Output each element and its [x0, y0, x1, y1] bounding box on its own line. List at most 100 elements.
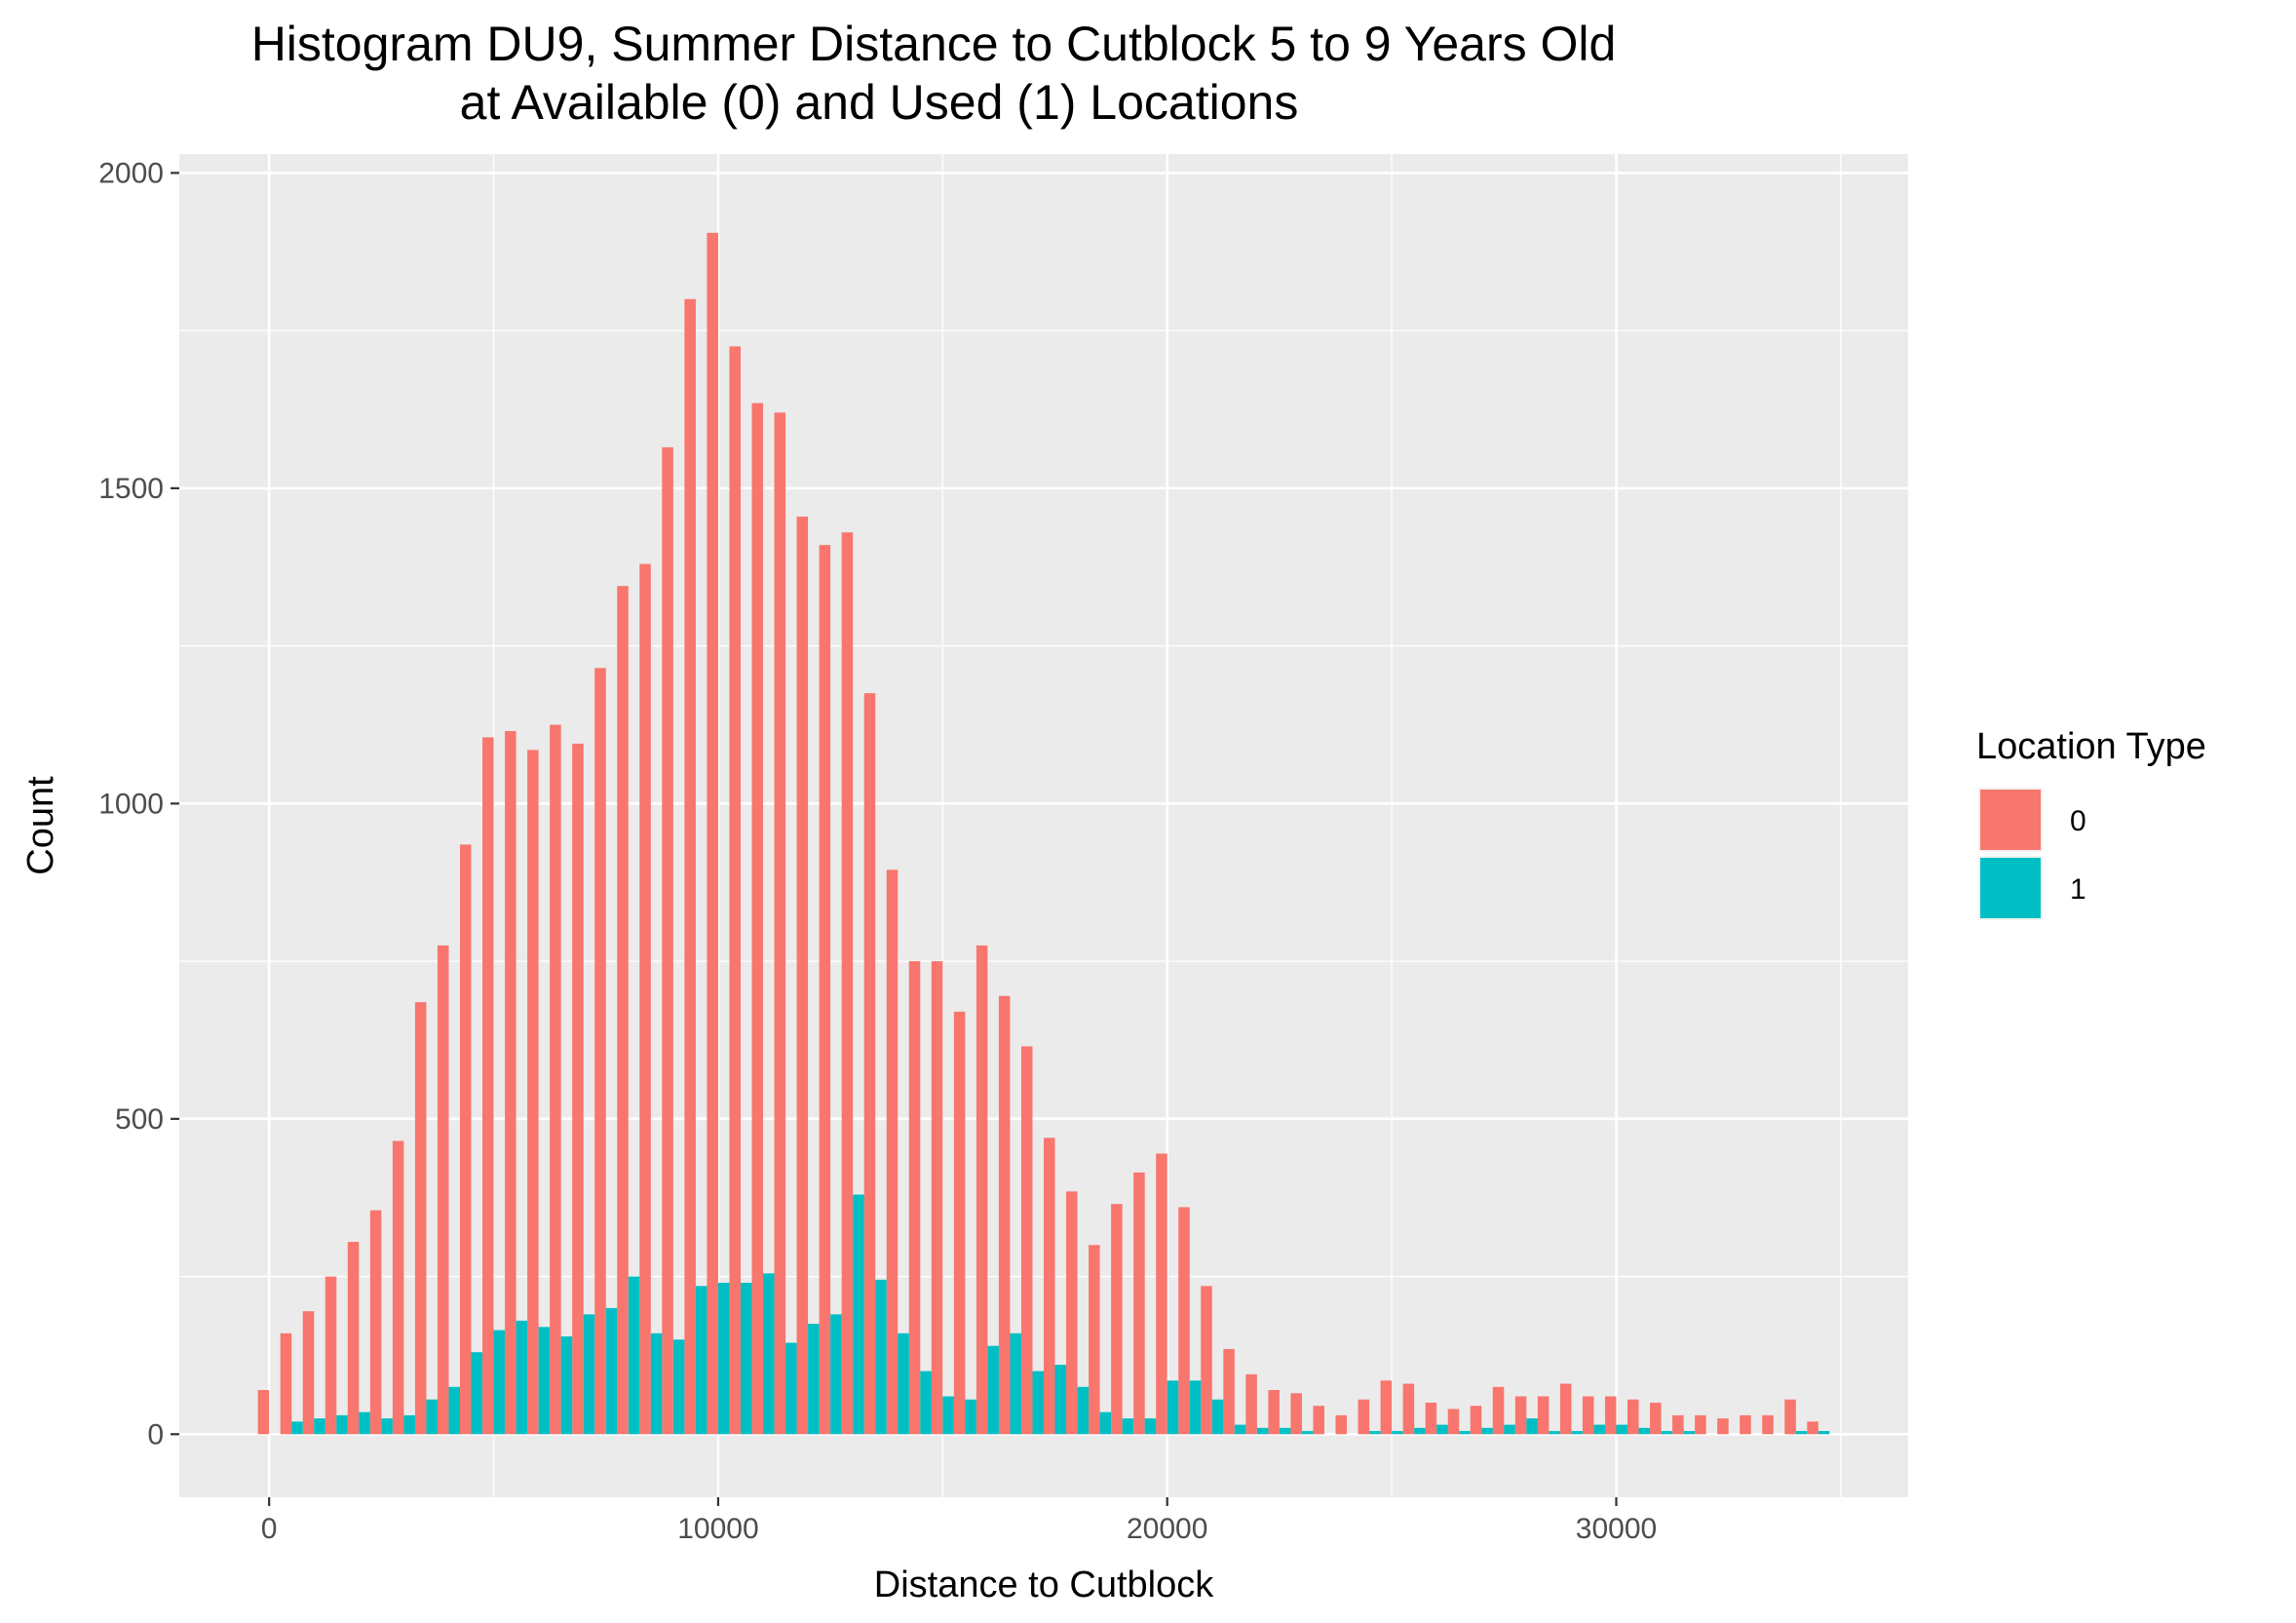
bar-series-0: [639, 563, 651, 1435]
bar-series-1: [1504, 1424, 1515, 1435]
bar-series-0: [1335, 1414, 1348, 1435]
x-axis: 0 10000 20000 30000: [261, 1497, 1657, 1545]
bar-series-1: [1549, 1431, 1560, 1435]
bar-series-0: [1807, 1421, 1818, 1435]
bar-series-0: [1089, 1245, 1100, 1435]
bar-series-1: [898, 1333, 909, 1435]
bar-series-1: [1459, 1431, 1471, 1435]
bar-series-1: [1279, 1427, 1291, 1435]
bar-series-0: [1582, 1396, 1594, 1435]
bar-series-1: [1616, 1424, 1628, 1435]
bar-series-1: [493, 1330, 506, 1435]
bar-series-0: [1559, 1383, 1572, 1435]
bar-series-1: [717, 1283, 730, 1435]
bar-series-0: [1402, 1383, 1415, 1435]
legend: Location Type 0 1: [1976, 726, 2206, 920]
bar-series-0: [1470, 1406, 1482, 1435]
bar-series-0: [414, 1002, 427, 1435]
bar-series-0: [527, 750, 539, 1435]
bar-series-1: [1167, 1380, 1179, 1435]
bar-series-0: [594, 668, 606, 1435]
y-axis-title: Count: [20, 776, 61, 875]
bar-series-0: [1762, 1414, 1774, 1435]
bar-series-1: [403, 1414, 415, 1435]
chart-subtitle: at Available (0) and Used (1) Locations: [460, 75, 1299, 130]
bar-series-0: [1604, 1396, 1617, 1435]
bar-series-0: [998, 995, 1011, 1435]
bar-series-0: [1044, 1138, 1055, 1435]
bar-series-0: [1156, 1153, 1167, 1435]
y-tick-label: 1000: [98, 788, 164, 820]
bar-series-1: [426, 1399, 438, 1435]
bar-series-1: [1414, 1427, 1426, 1435]
bar-series-0: [1290, 1393, 1302, 1435]
bar-series-1: [359, 1411, 370, 1435]
bar-series-0: [886, 869, 899, 1435]
bar-series-0: [1650, 1402, 1662, 1435]
bar-series-0: [1627, 1399, 1639, 1435]
bar-series-0: [684, 298, 696, 1435]
bar-series-0: [774, 412, 786, 1435]
bar-series-0: [1313, 1406, 1324, 1435]
x-tick-label: 10000: [677, 1513, 758, 1545]
bar-series-1: [942, 1396, 954, 1435]
bar-series-1: [875, 1279, 887, 1435]
bar-series-0: [280, 1333, 292, 1435]
bar-series-0: [505, 730, 517, 1435]
bar-series-1: [336, 1414, 348, 1435]
bar-series-1: [291, 1421, 303, 1435]
bar-series-0: [347, 1241, 360, 1435]
bar-series-1: [1571, 1431, 1583, 1435]
bar-series-1: [1683, 1431, 1696, 1435]
y-tick-label: 1500: [98, 473, 164, 505]
bar-series-1: [448, 1386, 460, 1435]
legend-label-0: 0: [2070, 805, 2086, 837]
bar-series-0: [1492, 1386, 1505, 1435]
minor-gridlines: [179, 154, 1908, 1497]
bar-series-0: [369, 1210, 382, 1435]
bar-series-0: [976, 945, 988, 1435]
bar-series-1: [1818, 1431, 1830, 1435]
bar-series-1: [695, 1286, 708, 1435]
bar-series-1: [1392, 1431, 1403, 1435]
bar-series-0: [1514, 1396, 1527, 1435]
bar-series-1: [650, 1333, 663, 1435]
bar-series-1: [1593, 1424, 1605, 1435]
bar-series-0: [392, 1140, 404, 1435]
bar-series-0: [1111, 1204, 1123, 1435]
bar-series-1: [538, 1327, 551, 1435]
bar-series-1: [1077, 1386, 1090, 1435]
bar-series-1: [830, 1314, 842, 1435]
bar-series-1: [965, 1399, 976, 1435]
bar-series-1: [1369, 1431, 1381, 1435]
bar-series-1: [920, 1371, 932, 1435]
bar-series-1: [628, 1276, 640, 1435]
bar-series-1: [808, 1324, 820, 1435]
bar-series-1: [560, 1336, 573, 1435]
bar-series-0: [302, 1311, 315, 1435]
bar-series-1: [1481, 1427, 1493, 1435]
legend-swatch-1: [1980, 858, 2041, 918]
bar-series-0: [1695, 1414, 1706, 1435]
bar-series-0: [617, 586, 629, 1435]
y-tick-label: 0: [147, 1418, 164, 1450]
bar-series-0: [1133, 1172, 1145, 1435]
bar-series-0: [482, 737, 494, 1435]
bar-series-1: [1211, 1399, 1224, 1435]
bar-series-0: [1447, 1409, 1460, 1435]
bar-series-0: [1740, 1414, 1751, 1435]
bar-series-0: [1245, 1373, 1257, 1435]
bar-series-1: [1301, 1431, 1314, 1435]
legend-label-1: 1: [2070, 873, 2086, 906]
bar-series-0: [819, 545, 831, 1435]
x-tick-label: 30000: [1576, 1513, 1657, 1545]
y-axis: 0 500 1000 1500 2000: [98, 157, 179, 1450]
bar-series-0: [1223, 1348, 1235, 1435]
bar-series-0: [1201, 1286, 1212, 1435]
bar-series-1: [672, 1339, 685, 1435]
bar-series-1: [1526, 1418, 1538, 1435]
bar-series-1: [1256, 1427, 1269, 1435]
bar-series-0: [1178, 1207, 1190, 1435]
bar-series-1: [987, 1345, 999, 1435]
